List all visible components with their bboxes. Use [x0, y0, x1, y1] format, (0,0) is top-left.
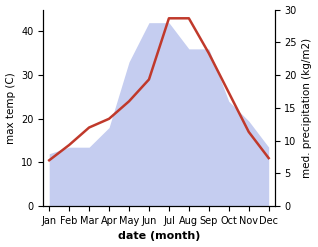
- X-axis label: date (month): date (month): [118, 231, 200, 242]
- Y-axis label: med. precipitation (kg/m2): med. precipitation (kg/m2): [302, 38, 313, 178]
- Y-axis label: max temp (C): max temp (C): [5, 72, 16, 144]
